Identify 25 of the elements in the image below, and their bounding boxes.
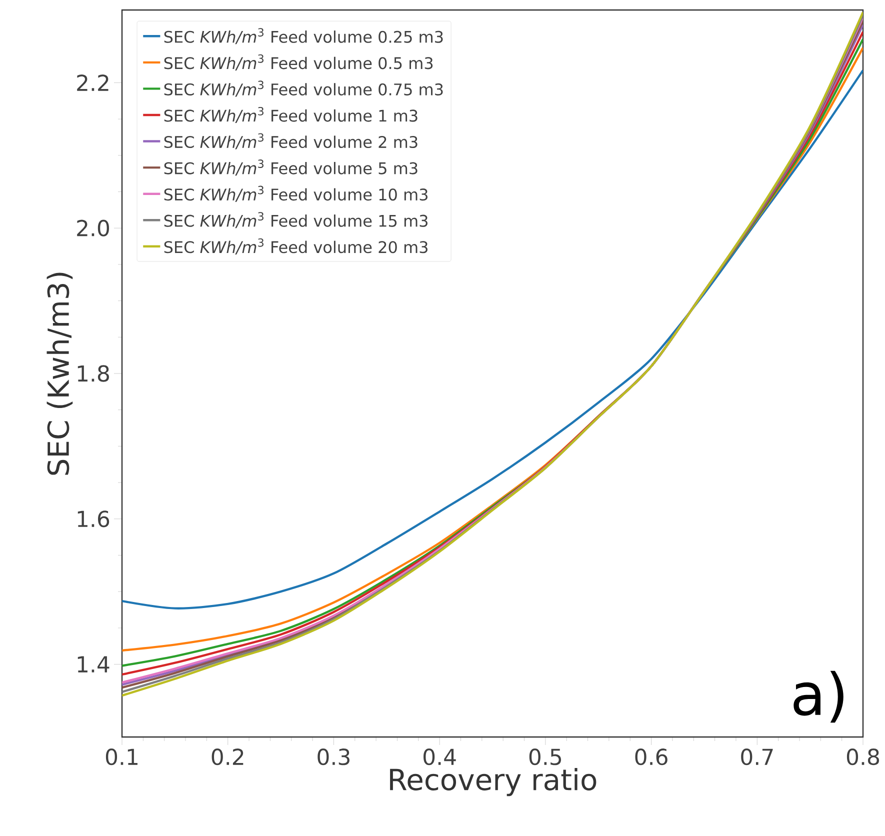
y-tick-label: 1.6 (78, 510, 110, 528)
x-axis-title: Recovery ratio (390, 768, 596, 796)
x-tick-label: 0.6 (635, 748, 668, 766)
legend-label: SEC KWh/m$^{3}$ Feed volume 0.5 m3 (164, 54, 433, 70)
legend-label: SEC KWh/m$^{3}$ Feed volume 2 m3 (164, 133, 418, 150)
x-tick-label: 0.3 (318, 748, 350, 766)
x-tick-label: 0.7 (741, 748, 773, 766)
legend-label: SEC KWh/m$^{3}$ Feed volume 20 m3 (164, 238, 428, 254)
annotation: a) (794, 670, 844, 723)
legend-label: SEC KWh/m$^{3}$ Feed volume 0.75 m3 (164, 80, 443, 97)
legend-label: SEC KWh/m$^{3}$ Feed volume 10 m3 (164, 186, 428, 202)
y-tick-label: 1.4 (78, 656, 110, 672)
x-tick-label: 0.2 (212, 748, 244, 766)
x-tick-label: 0.5 (529, 748, 561, 766)
y-tick-label: 1.8 (78, 365, 109, 382)
legend-label: SEC KWh/m$^{3}$ Feed volume 15 m3 (164, 212, 428, 228)
legend-label: SEC KWh/m$^{3}$ Feed volume 0.25 m3 (164, 28, 443, 44)
x-tick-label: 0.8 (846, 748, 879, 766)
y-tick-label: 2.2 (77, 74, 108, 91)
x-tick-label: 0.4 (424, 748, 456, 766)
legend-label: SEC KWh/m$^{3}$ Feed volume 5 m3 (164, 160, 418, 176)
y-axis-title: SEC (Kwh/m3) (46, 272, 73, 475)
x-tick-label: 0.1 (106, 748, 138, 766)
legend-label: SEC KWh/m$^{3}$ Feed volume 1 m3 (164, 106, 418, 124)
y-tick-label: 2.0 (77, 220, 109, 236)
